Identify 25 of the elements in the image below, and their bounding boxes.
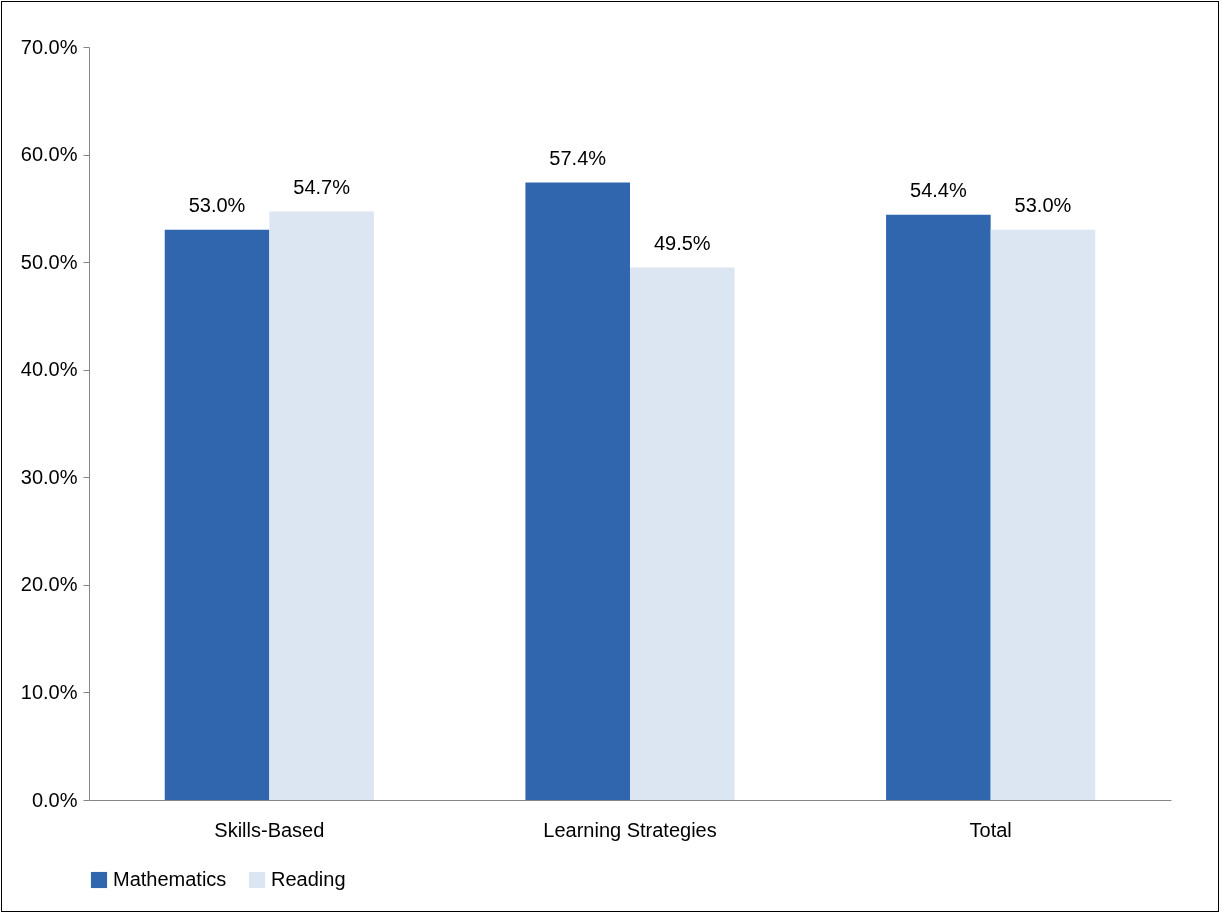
bar <box>525 182 630 800</box>
y-tick-label: 30.0% <box>20 465 78 488</box>
y-tick-label: 60.0% <box>20 143 78 166</box>
data-label: 53.0% <box>188 193 246 216</box>
data-label: 49.5% <box>653 231 711 254</box>
x-tick-label: Learning Strategies <box>543 818 717 841</box>
y-tick-label: 50.0% <box>20 250 78 273</box>
bar <box>630 267 735 800</box>
bar <box>990 229 1096 800</box>
y-tick-label: 40.0% <box>20 358 78 381</box>
data-label: 54.7% <box>293 175 351 198</box>
legend-label: Mathematics <box>113 868 227 890</box>
bar <box>164 229 270 800</box>
legend-label: Reading <box>271 868 346 890</box>
y-tick-label: 20.0% <box>20 573 78 596</box>
bar <box>269 211 374 800</box>
x-tick-label: Total <box>969 818 1012 841</box>
data-label: 57.4% <box>549 146 607 169</box>
data-label: 54.4% <box>910 178 967 201</box>
y-tick-label: 70.0% <box>20 35 78 58</box>
x-tick-label: Skills-Based <box>214 818 325 841</box>
y-tick-label: 0.0% <box>31 788 78 811</box>
data-label: 53.0% <box>1014 193 1072 216</box>
y-tick-label: 10.0% <box>20 680 78 703</box>
bar <box>886 214 991 800</box>
